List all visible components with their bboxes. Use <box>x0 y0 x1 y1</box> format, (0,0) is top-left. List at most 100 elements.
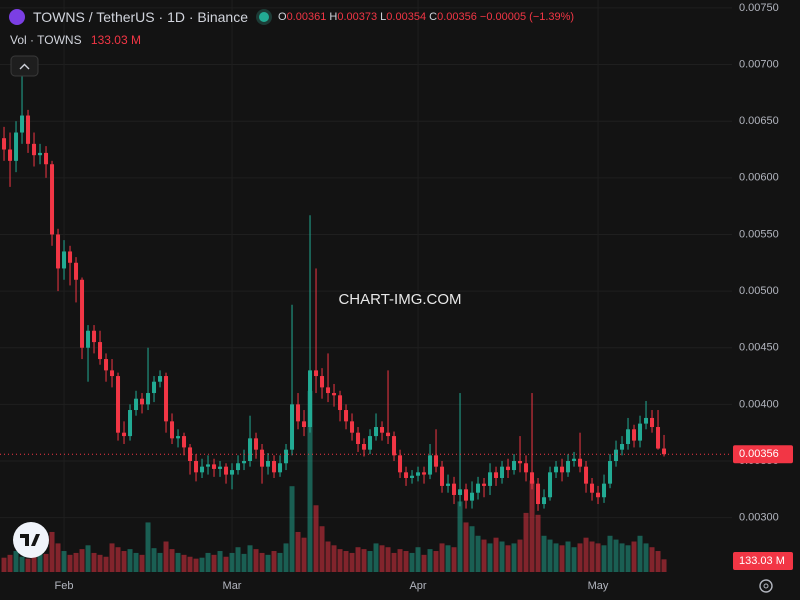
volume-bar <box>121 551 127 572</box>
volume-bar <box>37 547 43 572</box>
candle-body <box>434 455 439 467</box>
ohlc-low: 0.00354 <box>386 11 427 23</box>
candle-body <box>56 234 61 269</box>
candle-body <box>8 149 13 161</box>
y-tick-label: 0.00550 <box>739 228 779 240</box>
candle-body <box>164 376 169 422</box>
volume-bar <box>559 545 565 572</box>
y-tick-label: 0.00450 <box>739 342 779 354</box>
volume-bar <box>91 552 97 572</box>
volume-bar <box>133 552 139 572</box>
volume-bar <box>265 554 271 572</box>
chart-title: TOWNS / TetherUS · 1D · Binance <box>33 9 248 25</box>
last-volume-label: 133.03 M <box>739 555 785 567</box>
y-tick-label: 0.00300 <box>739 512 779 524</box>
candle-body <box>566 460 571 473</box>
y-tick-label: 0.00600 <box>739 172 779 184</box>
candle-body <box>26 115 31 144</box>
candle-body <box>296 404 301 422</box>
volume-bar <box>643 543 649 572</box>
volume-bar <box>49 531 55 572</box>
candle-body <box>608 460 613 484</box>
candle-body <box>86 330 91 348</box>
volume-bar <box>517 539 523 572</box>
volume-bar <box>445 545 451 572</box>
y-tick-label: 0.00650 <box>739 115 779 127</box>
volume-bar <box>139 554 145 572</box>
candle-body <box>104 359 109 371</box>
collapse-icon <box>19 63 30 70</box>
candle-body <box>374 427 379 437</box>
volume-bar <box>499 541 505 572</box>
candle-body <box>290 404 295 450</box>
last-price-label: 0.00356 <box>739 448 779 460</box>
candle-body <box>392 436 397 456</box>
volume-bar <box>625 545 631 572</box>
volume-bar <box>61 551 67 572</box>
volume-bar <box>313 505 319 572</box>
axes: 0.003000.003500.004000.004500.005000.005… <box>0 2 793 592</box>
volume-bar <box>607 535 613 572</box>
candle-body <box>218 466 223 469</box>
candle-body <box>572 458 577 461</box>
candle-body <box>308 370 313 428</box>
volume-bar <box>85 545 91 572</box>
candle-body <box>452 483 457 495</box>
candle-body <box>560 466 565 473</box>
volume-bar <box>55 543 61 572</box>
volume-bar <box>457 501 463 572</box>
candle-body <box>428 455 433 475</box>
volume-bar <box>613 539 619 572</box>
volume-bar <box>601 545 607 572</box>
volume-bar <box>25 558 31 572</box>
volume-bar <box>13 551 19 572</box>
volume-bar <box>421 554 427 572</box>
candle-body <box>548 472 553 498</box>
candle-body <box>338 395 343 411</box>
candle-body <box>422 472 427 475</box>
candle-body <box>2 138 7 150</box>
candle-body <box>242 460 247 464</box>
candle-body <box>584 466 589 484</box>
change: −0.00005 <box>479 11 527 23</box>
volume-bar <box>151 548 157 572</box>
candle-body <box>416 472 421 476</box>
volume-legend: Vol · TOWNS 133.03 M <box>10 33 141 47</box>
candle-body <box>200 466 205 473</box>
candle-body <box>176 436 181 439</box>
candle-body <box>638 423 643 441</box>
volume-bar <box>595 543 601 572</box>
volume-bar <box>463 522 469 572</box>
last-price-box <box>733 445 793 464</box>
volume-bar <box>97 554 103 572</box>
candle-body <box>356 432 361 445</box>
status-dot <box>259 12 269 22</box>
volume-bar <box>565 541 571 572</box>
settings-icon[interactable] <box>759 579 773 593</box>
candle-body <box>230 470 235 475</box>
candle-body <box>590 483 595 493</box>
volume-bar <box>187 556 193 572</box>
candle-body <box>248 438 253 461</box>
candle-body <box>380 427 385 433</box>
candle-body <box>116 376 121 433</box>
volume-bar <box>367 551 373 572</box>
candle-body <box>80 279 85 348</box>
volume-bar <box>547 539 553 572</box>
collapse-button[interactable] <box>10 55 39 77</box>
volume-bar <box>163 541 169 572</box>
candle-body <box>260 449 265 467</box>
volume-bar <box>271 551 277 572</box>
ohlc-open: 0.00361 <box>286 11 327 23</box>
candle-body <box>152 381 157 394</box>
candle-body <box>518 460 523 464</box>
x-tick-label: May <box>588 580 609 592</box>
volume-bar <box>541 535 547 572</box>
volume-bar <box>43 553 49 572</box>
volume-bar <box>655 551 661 572</box>
volume-bar <box>577 543 583 572</box>
volume-bar <box>469 526 475 572</box>
candle-body <box>626 429 631 445</box>
